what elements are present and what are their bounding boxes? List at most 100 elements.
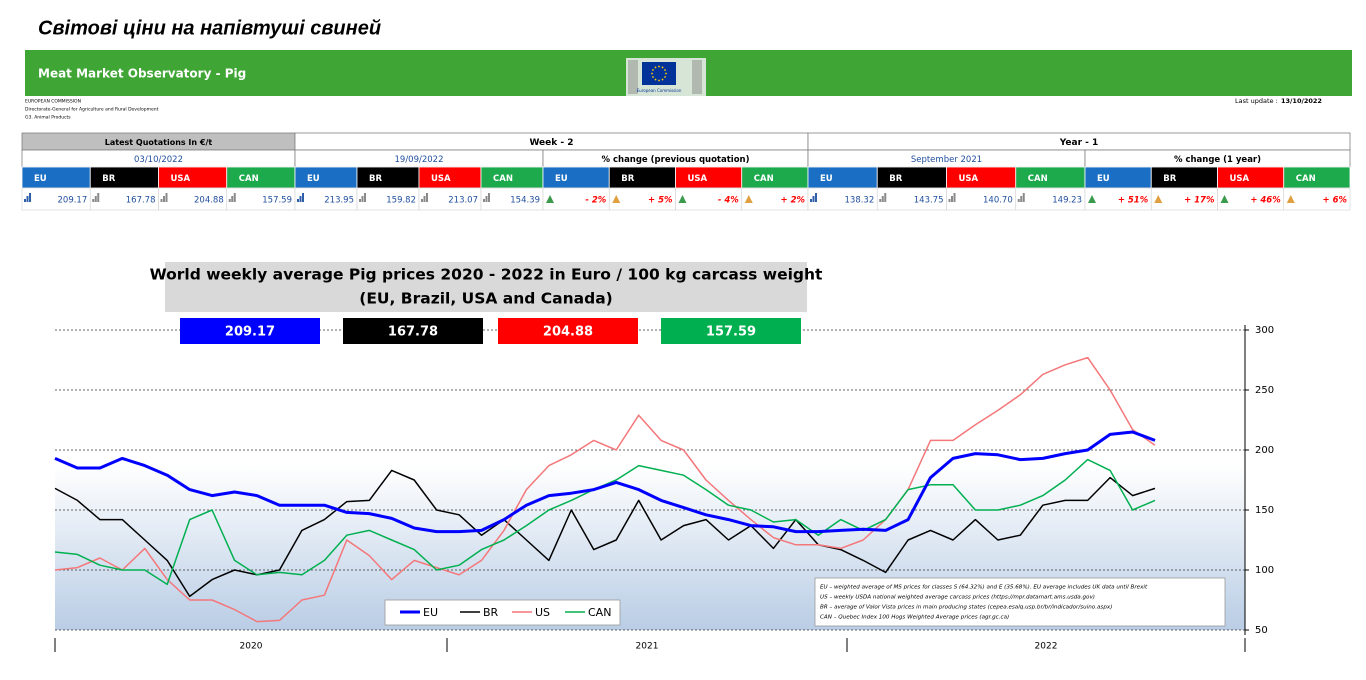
- quote-value: - 4%: [718, 196, 739, 206]
- org-line: Directorate-General for Agriculture and …: [25, 107, 159, 113]
- y-tick-label: 300: [1255, 325, 1274, 336]
- bar-icon: [1020, 196, 1023, 202]
- star: [661, 78, 664, 81]
- last-update: 13/10/2022: [1281, 97, 1322, 105]
- x-tick-label: 2020: [240, 642, 263, 652]
- column-header: CAN: [1028, 174, 1048, 184]
- y-tick-label: 50: [1255, 625, 1268, 636]
- column-header-cell: [1150, 166, 1218, 189]
- banner-title: Meat Market Observatory - Pig: [38, 67, 246, 81]
- column-header-cell: [946, 166, 1017, 189]
- column-header: USA: [1230, 174, 1250, 184]
- quotations-table: Latest Quotations In €/t 03/10/2022 EU 209.…: [21, 132, 1351, 211]
- column-header-cell: [158, 166, 228, 189]
- legend-label: EU: [423, 606, 438, 619]
- bar-icon: [163, 196, 165, 202]
- quote-value: + 2%: [780, 196, 805, 206]
- bar-icon: [426, 193, 428, 202]
- column-header: USA: [171, 174, 191, 184]
- bar-icon: [26, 196, 29, 202]
- trend-icon: [612, 195, 621, 203]
- column-header-cell: [294, 166, 358, 189]
- bar-icon: [165, 193, 168, 202]
- bar-icon: [359, 199, 361, 202]
- ec-logo: European Commission: [626, 58, 706, 96]
- group-header: Year - 1: [1059, 138, 1099, 148]
- quote-value: + 17%: [1184, 196, 1215, 206]
- quote-value: 138.32: [845, 196, 875, 206]
- bar-icon: [815, 193, 817, 202]
- quote-value: 167.78: [126, 196, 156, 206]
- note: CAN – Quebec Index 100 Hogs Weighted Ave…: [820, 615, 1009, 621]
- column-header: EU: [34, 174, 47, 184]
- column-header-cell: [675, 166, 743, 189]
- column-header-cell: [21, 166, 91, 189]
- notes-box: [814, 577, 1226, 627]
- trend-icon: [1286, 195, 1295, 203]
- quote-value: 204.88: [194, 196, 224, 206]
- star: [652, 69, 654, 71]
- bar-icon: [485, 196, 488, 202]
- column-header-cell: [1283, 166, 1351, 189]
- org-line: G3. Animal Products: [25, 115, 71, 121]
- quote-value: 213.95: [324, 196, 354, 206]
- star: [665, 72, 667, 75]
- bar-icon: [423, 196, 426, 202]
- column-header: EU: [555, 174, 568, 184]
- note: BR – average of Valor Vista prices in ma…: [820, 605, 1112, 611]
- bar-icon: [231, 196, 234, 202]
- x-tick-label: 2021: [636, 642, 659, 652]
- bar-icon: [97, 193, 100, 202]
- bar-icon: [297, 199, 299, 202]
- column-header-cell: [1015, 166, 1086, 189]
- star: [651, 72, 653, 75]
- page-title: Світові ціни на напівтуші свиней: [38, 17, 381, 39]
- value-box: [498, 318, 638, 344]
- bar-icon: [228, 199, 231, 202]
- quote-value: + 5%: [648, 196, 673, 206]
- trend-icon: [678, 195, 687, 203]
- legend-label: BR: [483, 606, 499, 619]
- column-header-cell: [807, 166, 878, 189]
- value-box-label: 167.78: [388, 325, 438, 340]
- column-header-cell: [876, 166, 947, 189]
- value-box-label: 209.17: [225, 325, 275, 340]
- y-tick-label: 250: [1255, 385, 1274, 396]
- legend-label: CAN: [588, 606, 611, 619]
- bar-icon: [812, 196, 815, 202]
- bar-icon: [299, 196, 302, 202]
- column-header: CAN: [1296, 174, 1316, 184]
- bar-icon: [810, 199, 812, 202]
- column-header: CAN: [754, 174, 774, 184]
- quote-value: 209.17: [58, 196, 88, 206]
- star: [664, 69, 666, 71]
- quote-value: + 6%: [1322, 196, 1347, 206]
- quote-value: + 46%: [1250, 196, 1281, 206]
- bar-icon: [1022, 193, 1025, 202]
- y-tick-label: 150: [1255, 505, 1274, 516]
- y-tick-label: 200: [1255, 445, 1274, 456]
- org-line: EUROPEAN COMMISSION: [25, 99, 81, 105]
- chart-subtitle: (EU, Brazil, USA and Canada): [359, 290, 613, 308]
- trend-icon: [1154, 195, 1163, 203]
- star: [654, 66, 657, 69]
- column-header: EU: [1097, 174, 1110, 184]
- value-box: [661, 318, 801, 344]
- value-cell: [1283, 187, 1351, 211]
- quote-value: 154.39: [510, 196, 540, 206]
- column-header-cell: [741, 166, 809, 189]
- subgroup-header: 19/09/2022: [395, 155, 444, 165]
- bar-icon: [884, 193, 887, 202]
- bar-icon: [302, 193, 304, 202]
- legend-label: US: [535, 606, 550, 619]
- subgroup-header: 03/10/2022: [134, 155, 183, 165]
- subgroup-header: % change (1 year): [1174, 155, 1261, 165]
- bar-icon: [361, 196, 364, 202]
- column-header: BR: [889, 174, 902, 184]
- bar-icon: [94, 196, 97, 202]
- column-header: EU: [307, 174, 320, 184]
- note: US – weekly USDA national weighted avera…: [820, 595, 1095, 601]
- subgroup-header: % change (previous quotation): [602, 155, 750, 165]
- trend-icon: [546, 195, 554, 203]
